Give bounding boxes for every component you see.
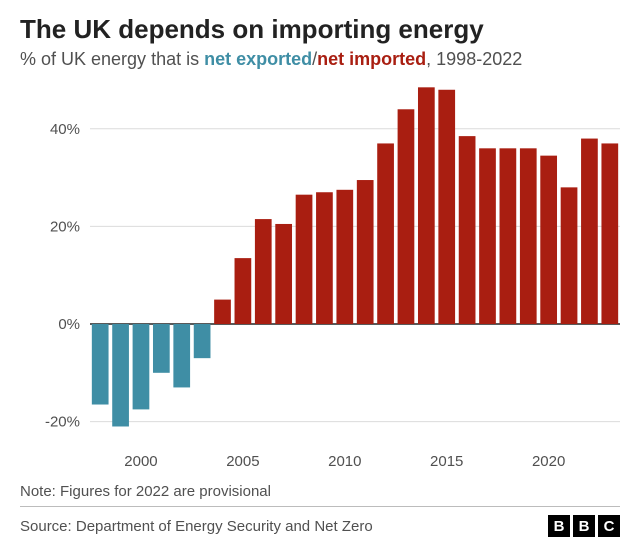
bar (398, 109, 415, 324)
bar (561, 187, 578, 324)
chart-area: -20% 0% 20% 40% 2000 2005 2010 2015 2020 (20, 80, 620, 470)
y-axis-label: 20% (50, 218, 80, 235)
bbc-logo-b1: B (548, 515, 570, 537)
bar (296, 195, 313, 324)
bar (133, 324, 150, 409)
bar (357, 180, 374, 324)
bar (153, 324, 170, 373)
bar (255, 219, 272, 324)
bar (235, 258, 252, 324)
bar (479, 148, 496, 324)
x-axis-label: 2000 (124, 453, 157, 470)
chart-footer: Note: Figures for 2022 are provisional S… (20, 477, 620, 537)
y-axis-label: 0% (58, 316, 80, 333)
bar (601, 143, 618, 324)
bar (92, 324, 109, 405)
bar (581, 139, 598, 324)
subtitle-suffix: , 1998-2022 (426, 49, 522, 69)
bar (173, 324, 190, 387)
y-axis-label: -20% (45, 414, 80, 431)
chart-svg: -20% 0% 20% 40% 2000 2005 2010 2015 2020 (20, 80, 620, 470)
legend-imported: net imported (317, 49, 426, 69)
chart-note: Note: Figures for 2022 are provisional (20, 483, 620, 500)
x-axis-label: 2005 (226, 453, 259, 470)
subtitle-prefix: % of UK energy that is (20, 49, 204, 69)
x-axis-label: 2020 (532, 453, 565, 470)
bbc-logo-b2: B (573, 515, 595, 537)
bar (459, 136, 476, 324)
bar (214, 300, 231, 324)
bar (112, 324, 129, 426)
bar (336, 190, 353, 324)
footer-divider (20, 506, 620, 507)
bar (275, 224, 292, 324)
bar (500, 148, 517, 324)
x-axis-label: 2010 (328, 453, 361, 470)
legend-exported: net exported (204, 49, 312, 69)
x-axis-label: 2015 (430, 453, 463, 470)
bbc-logo: B B C (548, 515, 620, 537)
bar (418, 87, 435, 324)
chart-subtitle: % of UK energy that is net exported/net … (20, 49, 620, 70)
chart-title: The UK depends on importing energy (20, 14, 620, 45)
bar (316, 192, 333, 324)
chart-source: Source: Department of Energy Security an… (20, 518, 373, 535)
bar (540, 156, 557, 324)
bar (377, 143, 394, 324)
bar (194, 324, 211, 358)
y-axis-label: 40% (50, 121, 80, 138)
bbc-logo-c: C (598, 515, 620, 537)
bar (520, 148, 537, 324)
bar (438, 90, 455, 324)
